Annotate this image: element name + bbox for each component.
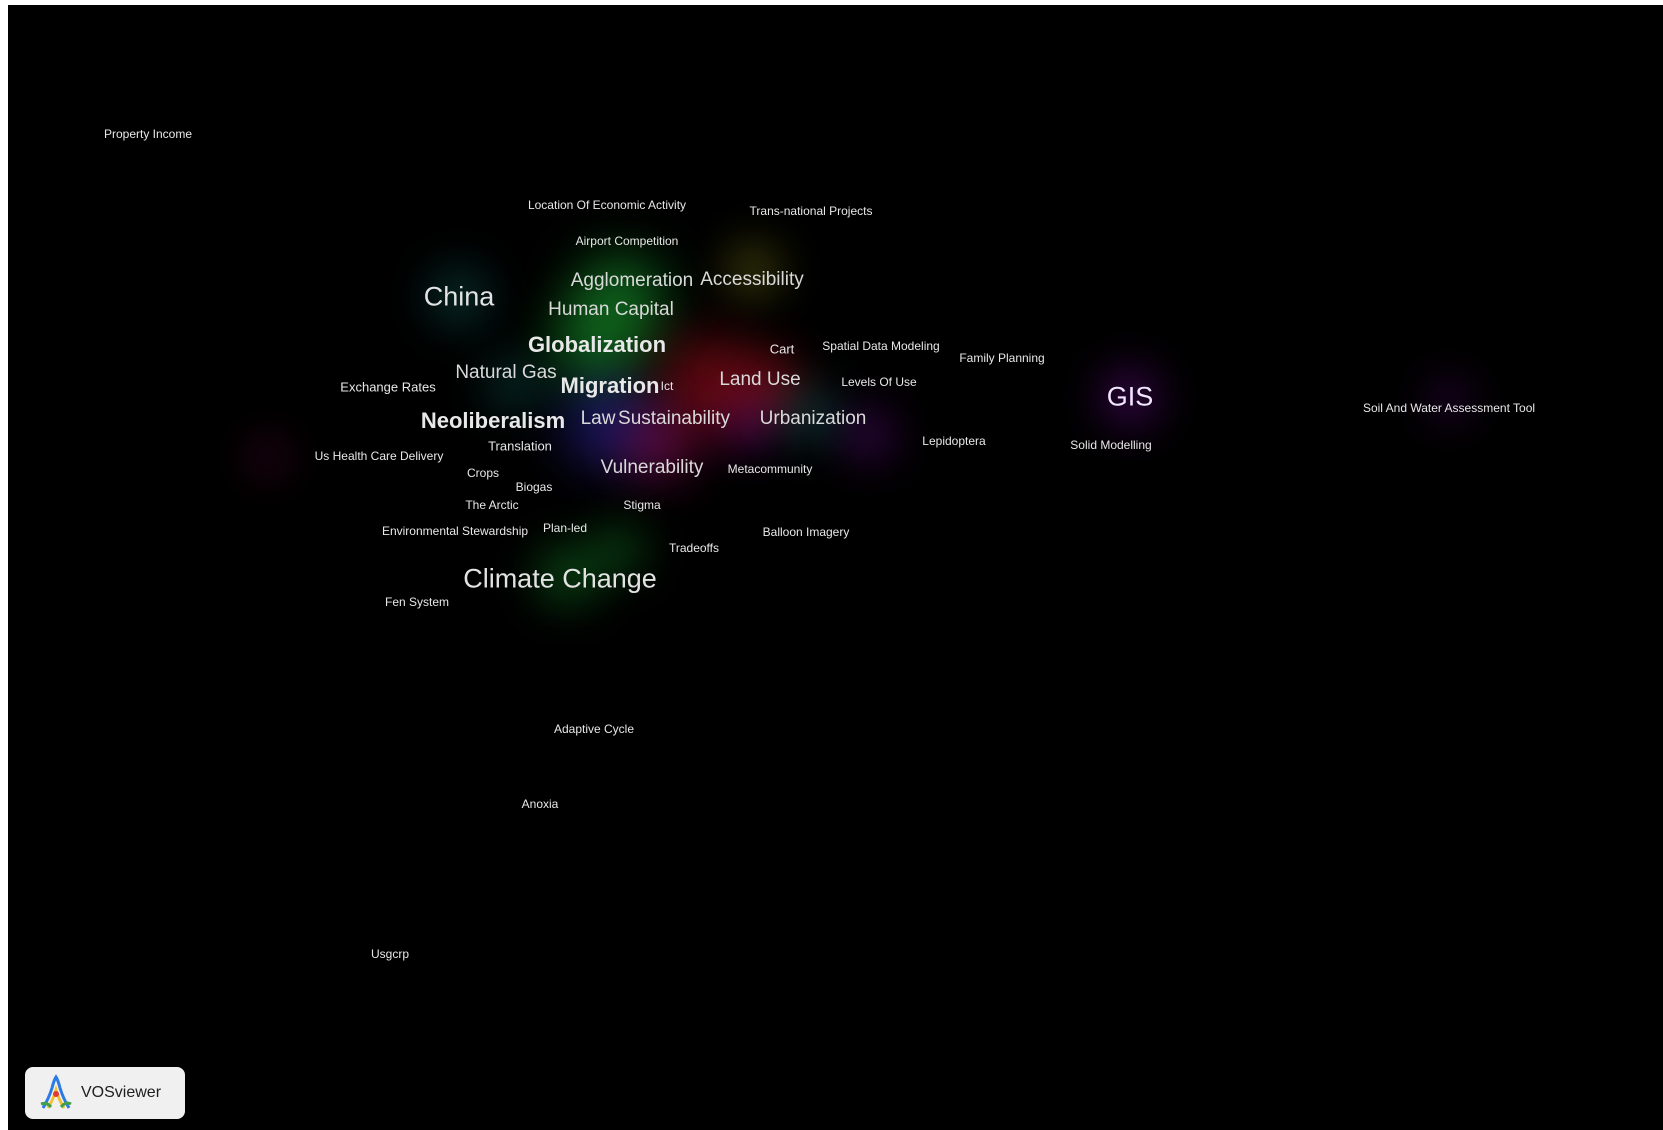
term-label: Property Income <box>103 127 193 141</box>
term-label: Stigma <box>623 498 661 512</box>
term-label: Family Planning <box>959 351 1045 365</box>
density-glow <box>833 405 903 465</box>
term-label: Adaptive Cycle <box>553 722 635 736</box>
term-label: Spatial Data Modeling <box>822 339 940 353</box>
term-label: Urbanization <box>759 408 867 429</box>
term-label: Biogas <box>515 480 553 494</box>
vosviewer-logo-icon <box>40 1074 72 1109</box>
term-label: Levels Of Use <box>841 375 917 389</box>
density-glow <box>248 437 288 477</box>
term-label: Airport Competition <box>575 234 679 248</box>
term-label: Neoliberalism <box>420 408 566 433</box>
term-label: Vulnerability <box>600 457 704 478</box>
term-label: Accessibility <box>700 269 804 290</box>
term-label: Fen System <box>384 595 450 609</box>
term-label: Tradeoffs <box>668 541 720 555</box>
density-glow <box>603 400 713 490</box>
term-label: Balloon Imagery <box>762 525 850 539</box>
density-glow <box>478 355 548 415</box>
density-map: Property Income Location Of Economic Acti… <box>8 5 1663 1130</box>
term-label: China <box>423 281 495 312</box>
term-label: Migration <box>560 373 660 398</box>
term-label: Agglomeration <box>570 270 694 291</box>
term-label: Soil And Water Assessment Tool <box>1362 401 1536 415</box>
density-glow <box>718 240 788 300</box>
term-label: Exchange Rates <box>340 379 436 395</box>
term-label: GIS <box>1106 381 1154 412</box>
term-label: The Arctic <box>465 498 519 512</box>
term-label: Solid Modelling <box>1070 438 1152 452</box>
density-glow <box>419 262 499 332</box>
term-label: Natural Gas <box>455 362 557 383</box>
term-label: Usgcrp <box>370 947 410 961</box>
term-label: Translation <box>488 438 552 454</box>
term-label: Environmental Stewardship <box>381 524 529 538</box>
term-label: Us Health Care Delivery <box>314 449 444 463</box>
term-label: Location Of Economic Activity <box>527 198 687 212</box>
term-label: Anoxia <box>521 797 559 811</box>
term-label: Globalization <box>527 332 667 357</box>
term-label: Ict <box>660 379 674 393</box>
term-label: Law <box>580 408 616 429</box>
term-label: Lepidoptera <box>922 434 986 448</box>
term-label: Crops <box>466 466 500 480</box>
density-glow-layer <box>8 5 1663 1130</box>
term-label: Metacommunity <box>727 462 813 476</box>
density-glow <box>1424 380 1474 420</box>
term-label: Plan-led <box>542 521 588 535</box>
term-label: Human Capital <box>548 299 674 320</box>
density-glow <box>713 395 783 455</box>
term-label: Climate Change <box>463 563 657 594</box>
term-label: Sustainability <box>618 408 730 429</box>
density-glow <box>1090 362 1170 432</box>
vosviewer-logo-badge: VOSviewer <box>25 1067 185 1119</box>
vosviewer-logo-label: VOSviewer <box>81 1084 162 1101</box>
term-label: Trans-national Projects <box>749 204 873 218</box>
density-glow <box>583 520 653 580</box>
term-label: Land Use <box>719 369 801 390</box>
term-label: Cart <box>769 341 795 357</box>
